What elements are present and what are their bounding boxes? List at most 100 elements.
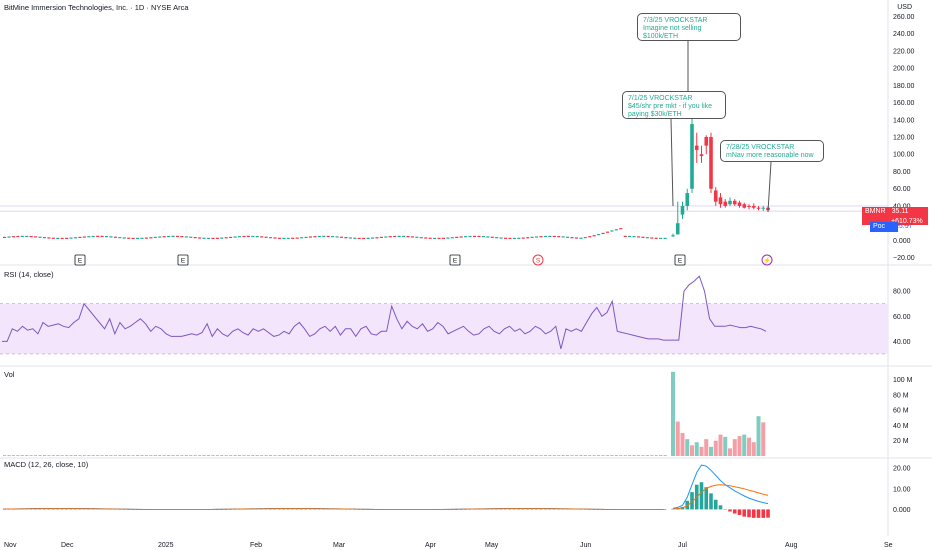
- volume-bar: [362, 455, 366, 456]
- volume-bar: [663, 455, 667, 456]
- volume-bar: [366, 455, 370, 456]
- volume-bar: [273, 455, 277, 456]
- volume-bar: [127, 455, 131, 456]
- volume-label[interactable]: Vol: [4, 370, 15, 379]
- volume-bar: [56, 455, 60, 456]
- macd-tick-label: 20.00: [893, 466, 911, 473]
- annotation-callout-2[interactable]: 7/1/25 VROCKSTAR $45/shr pre mkt - if yo…: [622, 91, 726, 119]
- volume-bar: [42, 455, 47, 456]
- pre-candle: [419, 237, 423, 239]
- volume-bar: [104, 455, 109, 456]
- pre-candle: [366, 237, 370, 239]
- pre-candle: [277, 237, 281, 239]
- pre-candle: [184, 236, 188, 238]
- pre-candle: [450, 237, 454, 239]
- y-tick-label: 240.00: [893, 31, 915, 38]
- pre-candle: [410, 236, 414, 238]
- pre-candle: [441, 237, 446, 239]
- volume-bar: [153, 455, 157, 456]
- pre-candle: [78, 236, 82, 239]
- pre-candle: [295, 237, 299, 239]
- pre-candle: [313, 236, 317, 238]
- pre-candle: [237, 236, 242, 238]
- volume-bar: [675, 421, 680, 456]
- rsi-tick-label: 40.00: [893, 339, 911, 346]
- pre-candle: [570, 237, 574, 239]
- macd-line: [672, 464, 769, 509]
- y-tick-label: 220.00: [893, 48, 915, 55]
- pre-candle: [557, 236, 561, 238]
- volume-bar: [548, 455, 552, 456]
- volume-bar: [574, 455, 579, 456]
- y-tick-label: 80.00: [893, 169, 911, 176]
- pre-candle: [539, 236, 543, 238]
- volume-bar: [7, 455, 11, 456]
- y-tick-label: 60.00: [893, 186, 911, 193]
- annotation-callout-1[interactable]: 7/3/25 VROCKSTAR Imagine not selling $10…: [637, 13, 741, 41]
- pre-candle: [632, 236, 636, 238]
- volume-bar: [628, 455, 632, 456]
- pre-candle: [663, 237, 667, 240]
- pre-candle: [251, 235, 255, 238]
- pre-candle: [11, 236, 15, 238]
- volume-bar: [424, 455, 428, 456]
- volume-bar: [503, 455, 508, 456]
- pre-candle: [362, 237, 366, 240]
- pre-candle: [100, 235, 104, 238]
- pre-candle: [588, 236, 592, 238]
- currency-label[interactable]: USD: [897, 4, 912, 11]
- volume-bar: [344, 455, 348, 456]
- volume-bar: [459, 455, 463, 456]
- pre-candle: [561, 236, 565, 238]
- volume-bar: [397, 455, 401, 456]
- volume-bar: [175, 455, 180, 456]
- x-tick-label: Feb: [250, 542, 262, 549]
- pre-candle: [3, 236, 7, 239]
- volume-bar: [122, 455, 126, 456]
- volume-bar: [641, 455, 645, 456]
- pre-candle: [193, 237, 197, 239]
- y-tick-label: −20.00: [893, 255, 915, 262]
- pre-candle: [335, 236, 339, 238]
- pre-candle: [583, 236, 587, 239]
- chart-title: BitMine Immersion Technologies, Inc. · 1…: [4, 3, 189, 12]
- volume-bar: [25, 455, 29, 456]
- pre-candle: [597, 234, 601, 236]
- volume-bar: [526, 455, 530, 456]
- pre-candle: [158, 236, 162, 238]
- pre-candle: [42, 237, 47, 239]
- last-price-value: 35.11: [891, 208, 909, 215]
- rsi-label[interactable]: RSI (14, close): [4, 270, 54, 279]
- symbol-tag: BMNR: [865, 208, 886, 215]
- volume-bar: [699, 446, 704, 456]
- pre-candle: [654, 237, 658, 239]
- candle-body: [751, 205, 756, 208]
- macd-hist-bar: [751, 509, 756, 518]
- volume-bar: [402, 455, 406, 456]
- volume-bar: [566, 455, 570, 456]
- pre-candle: [246, 235, 250, 238]
- volume-bar: [623, 455, 627, 456]
- y-tick-label: 140.00: [893, 117, 915, 124]
- vol-tick-label: 80 M: [893, 392, 909, 399]
- volume-bar: [184, 455, 188, 456]
- pre-candle: [162, 236, 166, 238]
- candle-body: [723, 201, 728, 206]
- volume-bar: [65, 455, 69, 456]
- pre-candle: [73, 237, 78, 239]
- candle-body: [742, 204, 747, 208]
- candle-body: [671, 235, 675, 237]
- macd-label[interactable]: MACD (12, 26, close, 10): [4, 460, 89, 469]
- volume-bar: [472, 455, 477, 456]
- pre-candle: [153, 236, 157, 239]
- vol-tick-label: 100 M: [893, 377, 913, 384]
- pre-candle: [300, 237, 304, 239]
- vol-tick-label: 60 M: [893, 408, 909, 415]
- macd-hist-bar: [690, 492, 694, 510]
- pre-candle: [308, 236, 313, 238]
- annotation-text: 7/3/25 VROCKSTAR: [643, 17, 708, 24]
- pre-candle: [464, 236, 468, 238]
- annotation-callout-3[interactable]: 7/28/25 VROCKSTAR mNav more reasonable n…: [720, 140, 824, 162]
- volume-bar: [224, 455, 228, 456]
